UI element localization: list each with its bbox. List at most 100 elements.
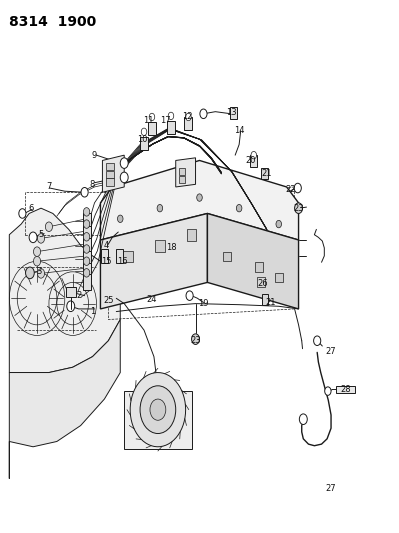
Bar: [107, 163, 114, 170]
Bar: [223, 252, 231, 261]
Polygon shape: [101, 160, 298, 240]
Polygon shape: [130, 373, 186, 447]
Polygon shape: [9, 319, 120, 479]
Text: 20: 20: [246, 156, 256, 165]
Bar: [107, 179, 114, 186]
Bar: [83, 251, 91, 266]
Text: 8314  1900: 8314 1900: [9, 14, 97, 29]
Circle shape: [38, 269, 45, 278]
Text: 8: 8: [90, 180, 95, 189]
Circle shape: [29, 232, 37, 243]
Text: 10: 10: [137, 135, 147, 144]
Bar: [262, 294, 269, 305]
Circle shape: [157, 205, 163, 212]
Bar: [123, 251, 133, 262]
Circle shape: [192, 334, 200, 344]
Circle shape: [81, 188, 88, 197]
Bar: [140, 137, 148, 150]
Bar: [124, 391, 192, 449]
Text: 18: 18: [166, 244, 177, 253]
Bar: [229, 108, 237, 119]
Text: 5: 5: [38, 230, 43, 239]
Bar: [257, 277, 265, 287]
Bar: [83, 214, 91, 229]
Circle shape: [120, 158, 128, 168]
Bar: [184, 117, 192, 130]
Text: 16: 16: [117, 257, 128, 265]
Bar: [261, 168, 268, 179]
Text: 23: 23: [293, 204, 304, 213]
Bar: [83, 225, 91, 241]
Circle shape: [236, 205, 242, 212]
Circle shape: [120, 172, 128, 183]
Text: 21: 21: [262, 169, 272, 178]
Text: 26: 26: [258, 279, 268, 288]
Bar: [187, 229, 196, 241]
Circle shape: [117, 215, 123, 222]
Circle shape: [67, 301, 75, 312]
Circle shape: [168, 112, 174, 119]
Circle shape: [149, 114, 155, 120]
Text: 27: 27: [325, 347, 336, 356]
Circle shape: [34, 256, 41, 266]
Polygon shape: [176, 158, 196, 187]
Text: 14: 14: [234, 126, 244, 135]
Circle shape: [186, 291, 193, 301]
Circle shape: [45, 222, 53, 231]
Circle shape: [197, 194, 202, 201]
Bar: [275, 273, 283, 282]
Text: 13: 13: [226, 108, 237, 117]
Circle shape: [294, 203, 302, 214]
Text: 15: 15: [101, 257, 112, 265]
Circle shape: [294, 183, 301, 193]
Text: 4: 4: [104, 241, 109, 250]
Circle shape: [186, 114, 191, 120]
Text: 3: 3: [36, 268, 42, 276]
Circle shape: [140, 386, 176, 433]
Circle shape: [83, 220, 90, 228]
Text: 1: 1: [90, 307, 95, 316]
Text: 19: 19: [198, 299, 209, 308]
Circle shape: [83, 208, 90, 216]
Circle shape: [83, 269, 90, 277]
Circle shape: [325, 387, 331, 395]
Bar: [83, 238, 91, 254]
Text: 11: 11: [143, 116, 153, 125]
Circle shape: [19, 209, 26, 218]
Circle shape: [251, 151, 257, 159]
Bar: [155, 240, 165, 252]
Bar: [179, 168, 185, 175]
Bar: [336, 386, 355, 393]
Circle shape: [34, 247, 41, 256]
Polygon shape: [103, 155, 124, 192]
Polygon shape: [207, 214, 298, 309]
Bar: [83, 274, 91, 290]
Bar: [101, 249, 109, 263]
Text: 24: 24: [147, 295, 157, 304]
Bar: [179, 176, 185, 183]
Polygon shape: [9, 208, 120, 373]
Text: 7: 7: [46, 182, 51, 191]
Bar: [167, 121, 175, 134]
Polygon shape: [101, 214, 207, 309]
Bar: [255, 262, 263, 272]
Text: 25: 25: [103, 296, 114, 305]
Circle shape: [200, 109, 207, 118]
Text: 6: 6: [28, 204, 34, 213]
Text: 28: 28: [341, 385, 352, 394]
Circle shape: [26, 267, 34, 279]
Circle shape: [150, 399, 166, 420]
Bar: [107, 171, 114, 178]
Text: 23: 23: [190, 336, 201, 345]
Text: 9: 9: [92, 151, 97, 160]
Circle shape: [141, 128, 147, 135]
Bar: [250, 155, 257, 167]
Bar: [148, 122, 156, 135]
Circle shape: [83, 245, 90, 253]
Circle shape: [299, 414, 307, 424]
Circle shape: [314, 336, 321, 345]
Bar: [83, 263, 91, 279]
Text: 21: 21: [266, 298, 276, 307]
Text: 17: 17: [160, 116, 171, 125]
Text: 22: 22: [285, 185, 296, 194]
